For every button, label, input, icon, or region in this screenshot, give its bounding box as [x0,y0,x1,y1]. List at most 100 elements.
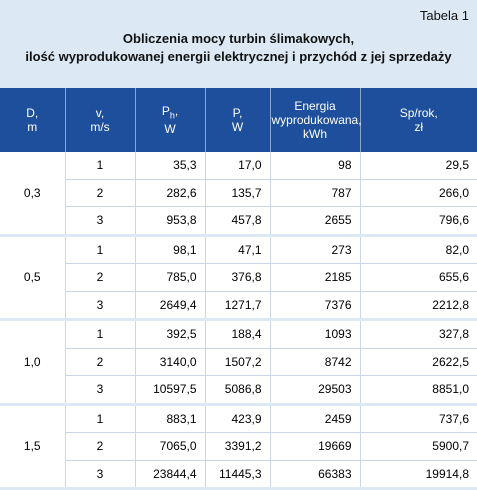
table-cell: 5900,7 [360,432,477,461]
table-cell: 737,6 [360,404,477,433]
table-row: 2 282,6 135,7 787 266,0 [0,179,477,207]
table-cell: 2655 [270,206,361,237]
table-cell: 2459 [270,404,361,433]
header-cell: D, m [0,88,66,152]
header-name: , [174,103,179,118]
table-cell: 5086,8 [205,375,271,406]
header-unit: zł [414,120,424,134]
table-cell: 423,9 [205,404,271,433]
table-cell: 7065,0 [135,432,206,461]
table-cell: 135,7 [205,179,271,207]
table-cell: 392,5 [135,319,206,349]
table-cell: 266,0 [360,179,477,207]
diameter-cell: 1,5 [0,404,66,490]
table-row: 3 10597,5 5086,8 29503 8851,0 [0,375,477,406]
header-cell: Energia wyprodukowana, kWh [270,88,362,152]
header-row: D, m v, m/s Ph, W P, W Energia wyprodukowana, kWh S… [0,88,477,152]
table-cell: 2 [65,263,136,292]
table-row: 1,5 1 883,1 423,9 2459 737,6 [0,404,477,490]
table-cell: 188,4 [205,319,271,349]
header-text: D, [1,106,64,120]
header-name: P [161,103,170,118]
table-cell: 19669 [270,432,361,461]
table-cell: 47,1 [205,235,271,264]
table-cell: 8851,0 [360,375,477,406]
header-cell: v, m/s [65,88,136,152]
table-row: 3 23844,4 11445,3 66383 19914,8 [0,460,477,490]
table-row: 1,0 1 392,5 188,4 1093 327,8 [0,319,477,406]
table-cell: 1 [65,319,136,349]
header-text: Energia [272,99,359,113]
table-cell: 2185 [270,263,361,292]
table-body: 0,3 1 35,3 17,0 98 29,5 2 282,6 135,7 787 266,0 3 95… [0,152,477,490]
table-cell: 2649,4 [135,291,206,321]
header-cell: Ph, W [135,88,206,152]
data-table: D, m v, m/s Ph, W P, W Energia wyprodukowana, kWh S… [0,88,477,490]
table-cell: 457,8 [205,206,271,237]
header-cell: P, W [205,88,271,152]
table-cell: 2622,5 [360,348,477,376]
header-name: D, [26,106,39,120]
table-cell: 35,3 [135,152,206,180]
title-line: Obliczenia mocy turbin ślimakowych, [122,31,355,46]
diameter-cell: 0,3 [0,152,66,237]
table-cell: 29,5 [360,152,477,180]
table-cell: 1093 [270,319,361,349]
title-line: ilość wyprodukowanej energii elektryczne… [25,49,452,64]
table-cell: 82,0 [360,235,477,264]
table-cell: 282,6 [135,179,206,207]
header-name: P, [232,106,243,120]
header-text: Ph, [137,104,204,122]
table-title: Obliczenia mocy turbin ślimakowych, iloś… [0,30,477,66]
table-cell: 1 [65,152,136,180]
header-unit: m/s [90,120,110,134]
table-cell: 953,8 [135,206,206,237]
table-cell: 11445,3 [205,460,271,490]
diameter-cell: 1,0 [0,319,66,406]
table-cell: 3 [65,206,136,237]
table-cell: 29503 [270,375,361,406]
diameter-cell: 0,5 [0,235,66,321]
table-cell: 98 [270,152,361,180]
header-name: Sp/rok, [399,106,438,120]
table-label: Tabela 1 [419,8,469,23]
table-cell: 8742 [270,348,361,376]
table-cell: 23844,4 [135,460,206,490]
header-text: v, [67,106,134,120]
table-row: 0,5 1 98,1 47,1 273 82,0 [0,235,477,321]
table-cell: 19914,8 [360,460,477,490]
table-row: 2 3140,0 1507,2 8742 2622,5 [0,348,477,376]
table-cell: 2212,8 [360,291,477,321]
table-cell: 1 [65,404,136,433]
table-cell: 787 [270,179,361,207]
table-row: 2 7065,0 3391,2 19669 5900,7 [0,432,477,461]
header-unit: m [27,120,38,134]
header-text: P, [207,106,269,120]
table-cell: 273 [270,235,361,264]
table-cell: 10597,5 [135,375,206,406]
header-cell: Sp/rok, zł [360,88,477,152]
table-row: 3 2649,4 1271,7 7376 2212,8 [0,291,477,321]
header-unit: W [231,120,244,134]
table-cell: 7376 [270,291,361,321]
table-cell: 785,0 [135,263,206,292]
table-cell: 883,1 [135,404,206,433]
table-cell: 1271,7 [205,291,271,321]
header-unit: kWh [303,127,327,141]
table-cell: 796,6 [360,206,477,237]
header-unit: W [164,122,176,137]
table-cell: 2 [65,348,136,376]
table-cell: 2 [65,432,136,461]
table-cell: 98,1 [135,235,206,264]
table-cell: 3 [65,291,136,321]
table-cell: 17,0 [205,152,271,180]
table-row: 3 953,8 457,8 2655 796,6 [0,206,477,237]
header-text: Sp/rok, [362,106,477,120]
table-cell: 3140,0 [135,348,206,376]
table-cell: 327,8 [360,319,477,349]
table-cell: 3 [65,460,136,490]
table-cell: 3 [65,375,136,406]
table-cell: 1507,2 [205,348,271,376]
table-cell: 376,8 [205,263,271,292]
